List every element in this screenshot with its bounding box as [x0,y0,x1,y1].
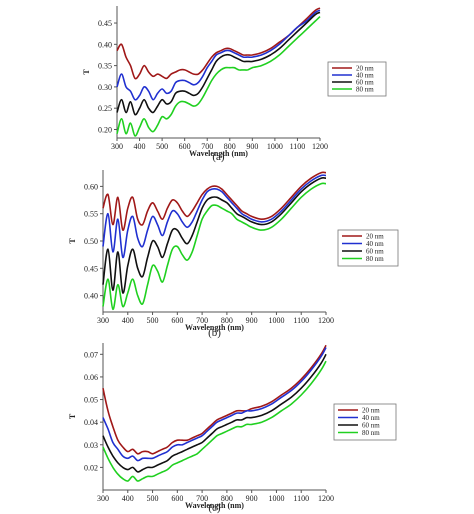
x-tick-label: 500 [156,142,168,151]
legend-label: 60 nm [362,422,380,430]
y-tick-label: 0.40 [98,40,112,49]
x-axis-label: Wavelength (nm) [185,323,244,332]
x-tick-label: 1100 [293,494,309,503]
y-tick-label: 0.07 [84,350,98,359]
series-line-80nm [116,16,321,137]
chart-panel-1: 0.20 0.25 0.30 0.35 0.40 0.45 300 400 500 600 700 8… [82,6,387,163]
x-tick-label: 700 [196,494,208,503]
x-tick-label: 800 [224,142,236,151]
x-tick-label: 300 [97,316,109,325]
legend-label: 60 nm [366,248,384,256]
panel-caption: (a) [212,151,225,163]
legend-label: 80 nm [362,429,380,437]
y-axis-label: T [68,413,77,419]
x-tick-label: 600 [171,316,183,325]
y-axis-label: T [68,238,77,244]
chart-panel-3: 0.02 0.03 0.04 0.05 0.06 0.07 300 400 500 600 700 8… [68,343,397,514]
legend-label: 80 nm [356,86,374,94]
x-tick-label: 900 [246,316,258,325]
y-tick-label: 0.06 [84,373,98,382]
panel-caption: (c) [208,502,221,514]
x-tick-label: 1200 [318,316,334,325]
x-tick-label: 900 [246,142,258,151]
x-tick-label: 1100 [290,142,306,151]
x-tick-label: 700 [196,316,208,325]
y-axis-label: T [82,69,91,75]
x-tick-label: 400 [122,316,134,325]
panel-caption: (b) [208,327,221,339]
x-tick-label: 300 [111,142,123,151]
y-tick-label: 0.05 [84,396,98,405]
x-tick-label: 1000 [267,142,283,151]
series-line-80nm [102,360,327,482]
x-tick-label: 1000 [268,494,284,503]
series-line-60nm [116,11,321,116]
x-tick-label: 700 [201,142,213,151]
series-line-40nm [116,9,321,101]
y-tick-label: 0.45 [84,264,98,273]
x-tick-label: 1200 [312,142,328,151]
y-tick-label: 0.04 [84,418,98,427]
y-tick-label: 0.55 [84,210,98,219]
series-line-20nm [116,7,321,80]
y-tick-label: 0.40 [84,292,98,301]
y-tick-label: 0.50 [84,237,98,246]
x-tick-label: 400 [122,494,134,503]
y-tick-label: 0.60 [84,182,98,191]
x-axis-label: Wavelength (nm) [185,501,244,510]
series-line-20nm [102,171,327,231]
x-tick-label: 400 [134,142,146,151]
y-tick-label: 0.45 [98,19,112,28]
y-tick-label: 0.02 [84,463,98,472]
y-tick-label: 0.20 [98,125,112,134]
x-tick-label: 500 [147,494,159,503]
legend-label: 60 nm [356,79,374,87]
x-tick-label: 600 [179,142,191,151]
x-tick-label: 300 [97,494,109,503]
x-axis-label: Wavelength (nm) [189,149,248,158]
x-tick-label: 1000 [268,316,284,325]
series-line-60nm [102,353,327,473]
series-line-60nm [102,177,327,294]
series-line-80nm [102,182,327,311]
series-line-40nm [102,347,327,462]
x-tick-label: 1100 [293,316,309,325]
legend-label: 20 nm [362,407,380,415]
legend-label: 20 nm [356,65,374,73]
y-tick-label: 0.03 [84,441,98,450]
x-tick-label: 800 [221,494,233,503]
legend-label: 80 nm [366,255,384,263]
y-tick-label: 0.30 [98,83,112,92]
x-tick-label: 800 [221,316,233,325]
chart-panel-2: 0.40 0.45 0.50 0.55 0.60 300 400 500 600 700 800 90… [68,170,399,339]
x-tick-label: 600 [171,494,183,503]
x-tick-label: 500 [147,316,159,325]
x-tick-label: 900 [246,494,258,503]
legend-label: 40 nm [366,240,384,248]
legend-label: 40 nm [362,414,380,422]
legend-label: 40 nm [356,72,374,80]
y-tick-label: 0.25 [98,104,112,113]
legend-label: 20 nm [366,233,384,241]
series-line-40nm [102,174,327,259]
series-line-20nm [102,344,327,455]
x-tick-label: 1200 [318,494,334,503]
y-tick-label: 0.35 [98,62,112,71]
